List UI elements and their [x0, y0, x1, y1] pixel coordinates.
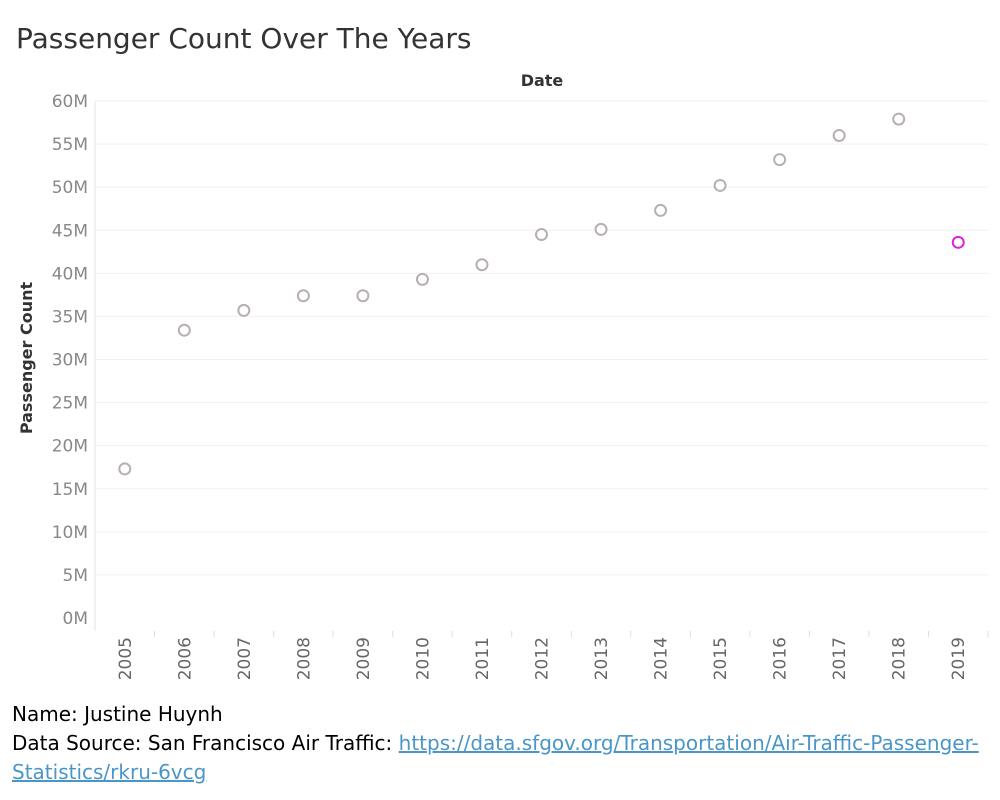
data-point [237, 303, 251, 317]
y-tick-label: 5M [63, 566, 88, 586]
data-point [773, 153, 787, 167]
x-tick-label: 2010 [413, 637, 433, 680]
data-point [475, 258, 489, 272]
data-point [177, 323, 191, 337]
data-point [951, 235, 965, 249]
y-tick-label: 50M [52, 178, 88, 198]
data-point [892, 112, 906, 126]
scatter-chart: 0M 5M 10M 15M 20M 25M 30M 35M 40M 45M 50M 55M 60M 200… [17, 71, 989, 680]
data-point [415, 272, 429, 286]
x-axis-title: Date [521, 71, 564, 90]
data-point [654, 203, 668, 217]
data-point [296, 289, 310, 303]
y-tick-label: 40M [52, 264, 88, 284]
data-point [594, 222, 608, 236]
y-axis-title: Passenger Count [17, 281, 36, 434]
x-tick-label: 2014 [652, 637, 672, 680]
source-link[interactable]: https://data.sfgov.org/Transportation/Ai… [12, 731, 979, 784]
y-tick-label: 55M [52, 135, 88, 155]
y-tick-label: 35M [52, 307, 88, 327]
x-tick-label: 2007 [235, 637, 255, 680]
x-tick-label: 2012 [533, 637, 553, 680]
point-layer [118, 112, 965, 476]
page-title: Passenger Count Over The Years [16, 22, 472, 55]
x-tick-label: 2005 [116, 637, 136, 680]
y-tick-label: 15M [52, 480, 88, 500]
axis-layer: 0M 5M 10M 15M 20M 25M 30M 35M 40M 45M 50M 55M 60M 200… [52, 92, 989, 680]
x-tick-label: 2016 [771, 637, 791, 680]
y-tick-label: 20M [52, 437, 88, 457]
x-tick-label: 2011 [473, 637, 493, 680]
x-tick-label: 2017 [830, 637, 850, 680]
x-tick-label: 2006 [175, 637, 195, 680]
x-tick-label: 2015 [711, 637, 731, 680]
y-tick-label: 25M [52, 394, 88, 414]
footer: Name: Justine Huynh Data Source: San Fra… [12, 700, 987, 787]
data-point [118, 462, 132, 476]
y-tick-label: 60M [52, 92, 88, 112]
x-tick-label: 2019 [949, 637, 969, 680]
x-tick-label: 2008 [294, 637, 314, 680]
data-point [356, 289, 370, 303]
x-tick-label: 2013 [592, 637, 612, 680]
y-tick-label: 0M [63, 609, 88, 629]
author-line: Name: Justine Huynh [12, 702, 223, 726]
data-point [832, 128, 846, 142]
x-tick-label: 2018 [890, 637, 910, 680]
x-tick-label: 2009 [354, 637, 374, 680]
data-point [713, 178, 727, 192]
y-tick-label: 30M [52, 351, 88, 371]
source-label: Data Source: San Francisco Air Traffic: [12, 731, 393, 755]
source-line: Data Source: San Francisco Air Traffic: … [12, 729, 987, 787]
y-tick-label: 10M [52, 523, 88, 543]
grid-layer [95, 100, 988, 576]
data-point [535, 228, 548, 242]
y-tick-label: 45M [52, 221, 88, 241]
